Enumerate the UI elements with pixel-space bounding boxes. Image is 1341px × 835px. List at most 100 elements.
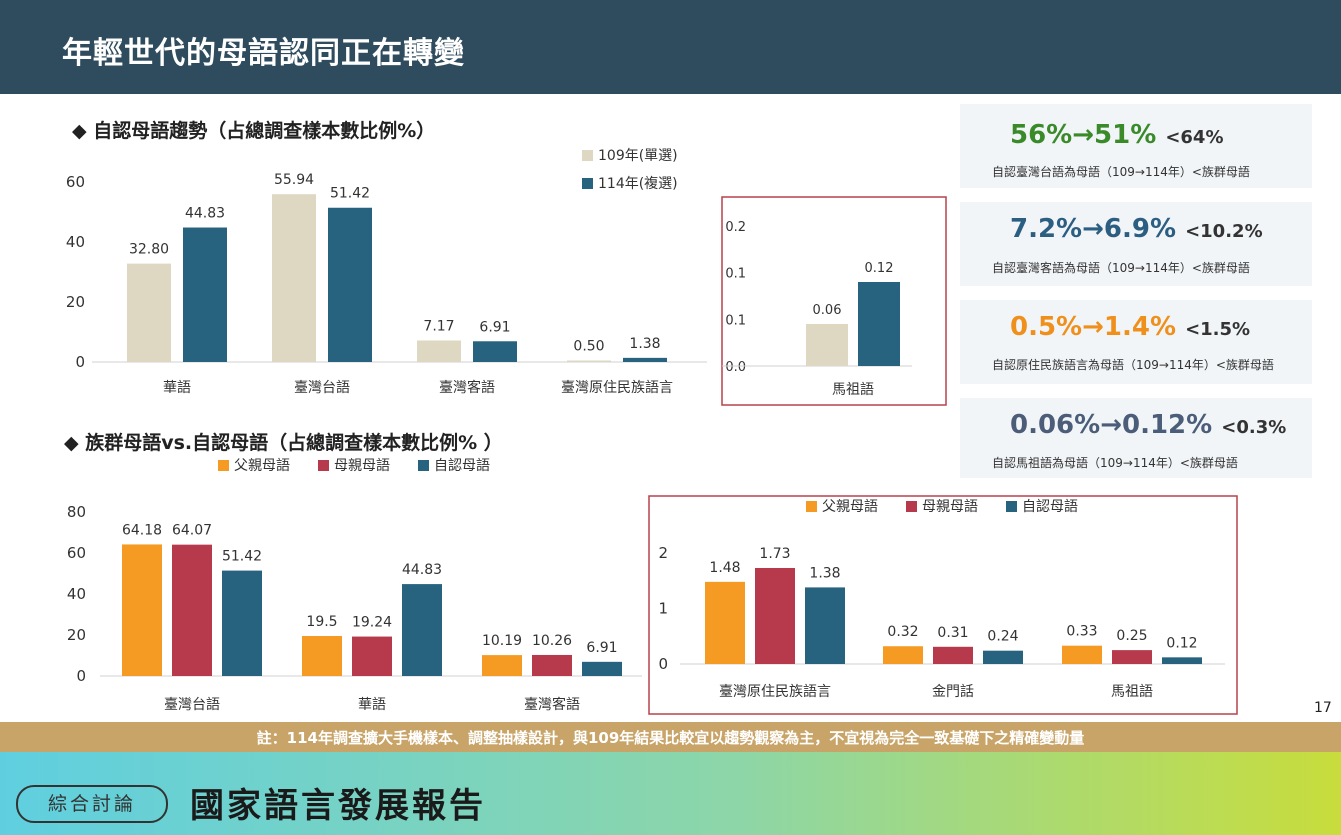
chart-1-data-label: 6.91 bbox=[479, 319, 510, 335]
chart-1-ytick: 40 bbox=[66, 233, 85, 251]
chart-3-legend-swatch bbox=[418, 460, 429, 471]
chart-4-bar bbox=[883, 646, 923, 664]
chart-2-ytick: 0.1 bbox=[725, 267, 746, 282]
chart-1-ytick: 0 bbox=[75, 353, 85, 371]
stat-2-caption: 自認臺灣客語為母語（109→114年）<族群母語 bbox=[992, 261, 1250, 275]
chart-1-legend-label: 109年(單選) bbox=[598, 148, 678, 164]
chart-4-data-label: 1.73 bbox=[759, 546, 790, 562]
chart-4-bar bbox=[705, 581, 745, 664]
chart-3-bar bbox=[402, 584, 442, 676]
chart-3-data-label: 10.19 bbox=[482, 633, 522, 649]
chart-3-bar bbox=[172, 544, 212, 676]
stat-4-compare: <0.3% bbox=[1221, 417, 1287, 438]
chart-1-category-label: 臺灣原住民族語言 bbox=[561, 380, 673, 396]
chart-3-data-label: 64.18 bbox=[122, 522, 162, 538]
chart-2-ytick: 0.1 bbox=[725, 313, 746, 328]
chart-4-data-label: 1.38 bbox=[809, 565, 840, 581]
chart-3-category-label: 臺灣客語 bbox=[524, 696, 580, 713]
chart-4-category-label: 馬祖語 bbox=[1111, 684, 1153, 700]
chart-4-data-label: 0.24 bbox=[987, 629, 1018, 645]
chart-1-ytick: 20 bbox=[66, 293, 85, 311]
chart-3-legend-swatch bbox=[318, 460, 329, 471]
stat-card-1 bbox=[960, 104, 1312, 188]
stat-2-compare: <10.2% bbox=[1185, 221, 1263, 242]
chart-4-bar bbox=[933, 646, 973, 664]
footer-bar bbox=[0, 752, 1341, 835]
chart-4-legend-label: 母親母語 bbox=[922, 499, 978, 515]
chart-3-ytick: 80 bbox=[67, 503, 86, 521]
chart-3-data-label: 19.24 bbox=[352, 615, 392, 631]
chart-1-bar bbox=[272, 194, 316, 362]
stat-3-compare: <1.5% bbox=[1185, 319, 1251, 340]
chart-3-ytick: 20 bbox=[67, 626, 86, 644]
chart-1-legend-swatch bbox=[582, 178, 593, 189]
stat-4-caption: 自認馬祖語為母語（109→114年）<族群母語 bbox=[992, 456, 1238, 470]
stat-card-2 bbox=[960, 202, 1312, 286]
chart-2-data-label: 0.12 bbox=[865, 261, 894, 276]
chart-4-legend-swatch bbox=[1006, 501, 1017, 512]
chart-1-bar bbox=[623, 357, 667, 362]
chart-1-bar bbox=[567, 360, 611, 362]
page-title: 年輕世代的母語認同正在轉變 bbox=[62, 36, 465, 71]
chart-4-ytick: 2 bbox=[658, 544, 668, 562]
chart-4-data-label: 0.31 bbox=[937, 625, 968, 641]
chart-4-ytick: 0 bbox=[658, 655, 668, 673]
chart-3-data-label: 44.83 bbox=[402, 562, 442, 578]
chart-3-legend-label: 自認母語 bbox=[434, 458, 490, 474]
footer-report-title: 國家語言發展報告 bbox=[190, 786, 486, 826]
chart-1-bar bbox=[127, 263, 171, 362]
chart-3-legend-label: 父親母語 bbox=[234, 458, 290, 474]
chart-4-data-label: 0.25 bbox=[1116, 628, 1147, 644]
chart-1-bar bbox=[183, 227, 227, 362]
chart-1-ytick: 60 bbox=[66, 173, 85, 191]
chart-3-legend-label: 母親母語 bbox=[334, 458, 390, 474]
chart-3-bar bbox=[222, 570, 262, 676]
chart-4-bar bbox=[1062, 645, 1102, 664]
chart-3-category-label: 臺灣台語 bbox=[164, 697, 220, 713]
chart-3-bar bbox=[482, 655, 522, 676]
chart-1-data-label: 44.83 bbox=[185, 206, 225, 222]
chart-1-category-label: 臺灣客語 bbox=[439, 379, 495, 396]
section-title-comparison: ◆ 族群母語vs.自認母語（占總調查樣本數比例% ） bbox=[64, 432, 503, 454]
chart-4-legend-swatch bbox=[906, 501, 917, 512]
chart-3-data-label: 51.42 bbox=[222, 549, 262, 565]
chart-3-data-label: 10.26 bbox=[532, 633, 572, 649]
header-bar bbox=[0, 0, 1341, 94]
chart-3-bar bbox=[532, 654, 572, 676]
note-text: 註：114年調查擴大手機樣本、調整抽樣設計，與109年結果比較宜以趨勢觀察為主，… bbox=[256, 729, 1085, 747]
chart-1-data-label: 7.17 bbox=[423, 318, 454, 334]
stat-1-main: 56%→51% <64% bbox=[1010, 120, 1224, 150]
page-number: 17 bbox=[1314, 700, 1332, 716]
chart-3-bar bbox=[302, 636, 342, 676]
chart-1-category-label: 臺灣台語 bbox=[294, 380, 350, 396]
chart-1-bar bbox=[328, 207, 372, 362]
chart-2-frame bbox=[721, 196, 947, 406]
stat-3-main: 0.5%→1.4% <1.5% bbox=[1010, 312, 1251, 342]
chart-1-data-label: 1.38 bbox=[629, 336, 660, 352]
chart-3-bar bbox=[122, 544, 162, 676]
chart-4-legend-label: 自認母語 bbox=[1022, 499, 1078, 515]
chart-3-data-label: 19.5 bbox=[306, 614, 337, 630]
chart-1-legend-swatch bbox=[582, 150, 593, 161]
chart-1-bar bbox=[417, 340, 461, 362]
chart-4-frame bbox=[648, 495, 1238, 715]
stat-1-compare: <64% bbox=[1165, 127, 1224, 148]
stat-2-main: 7.2%→6.9% <10.2% bbox=[1010, 214, 1263, 244]
chart-4-bar bbox=[755, 567, 795, 664]
section-title-trend: ◆ 自認母語趨勢（占總調查樣本數比例%） bbox=[72, 120, 436, 142]
chart-1-bar bbox=[473, 341, 517, 362]
chart-4-bar bbox=[1162, 657, 1202, 664]
stat-card-3 bbox=[960, 300, 1312, 384]
chart-1-data-label: 32.80 bbox=[129, 242, 169, 258]
chart-3-ytick: 60 bbox=[67, 544, 86, 562]
chart-1-data-label: 51.42 bbox=[330, 186, 370, 202]
chart-4-category-label: 金門話 bbox=[932, 683, 974, 700]
chart-4-bar bbox=[983, 650, 1023, 664]
chart-3-data-label: 64.07 bbox=[172, 523, 212, 539]
chart-2-data-label: 0.06 bbox=[813, 303, 842, 318]
chart-4-data-label: 0.33 bbox=[1066, 624, 1097, 640]
chart-4-data-label: 0.32 bbox=[887, 624, 918, 640]
chart-3-data-label: 6.91 bbox=[586, 640, 617, 656]
chart-3-legend-swatch bbox=[218, 460, 229, 471]
